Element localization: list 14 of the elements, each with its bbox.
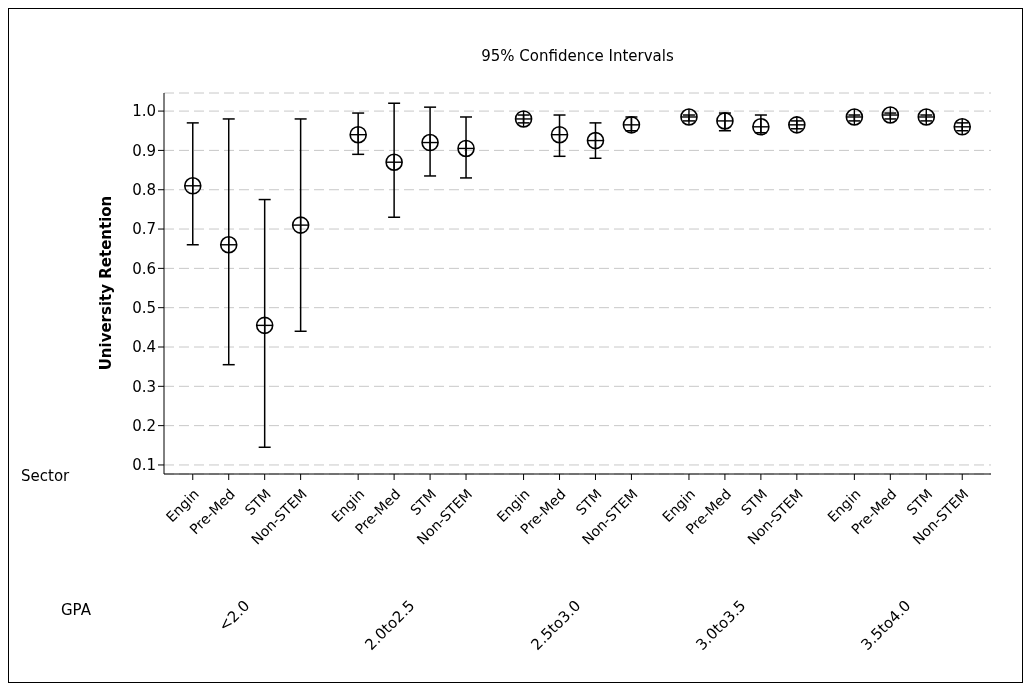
y-tick-label: 0.4 [132, 338, 156, 357]
y-tick-label: 0.9 [132, 141, 156, 160]
y-tick-label: 0.8 [132, 181, 156, 200]
text: GPA [61, 601, 91, 619]
chart-title: 95% Confidence Intervals [480, 47, 675, 65]
y-tick-label: 0.7 [132, 220, 156, 239]
y-tick-label: 1.0 [132, 102, 156, 121]
y-tick-label: 0.6 [132, 259, 156, 278]
y-tick-label: 0.5 [132, 299, 156, 318]
y-tick-label: 0.2 [132, 416, 156, 435]
y-axis-title: University Retention [97, 194, 115, 372]
y-tick-label: 0.1 [132, 456, 156, 475]
text: Sector [21, 467, 70, 485]
y-tick-label: 0.3 [132, 377, 156, 396]
